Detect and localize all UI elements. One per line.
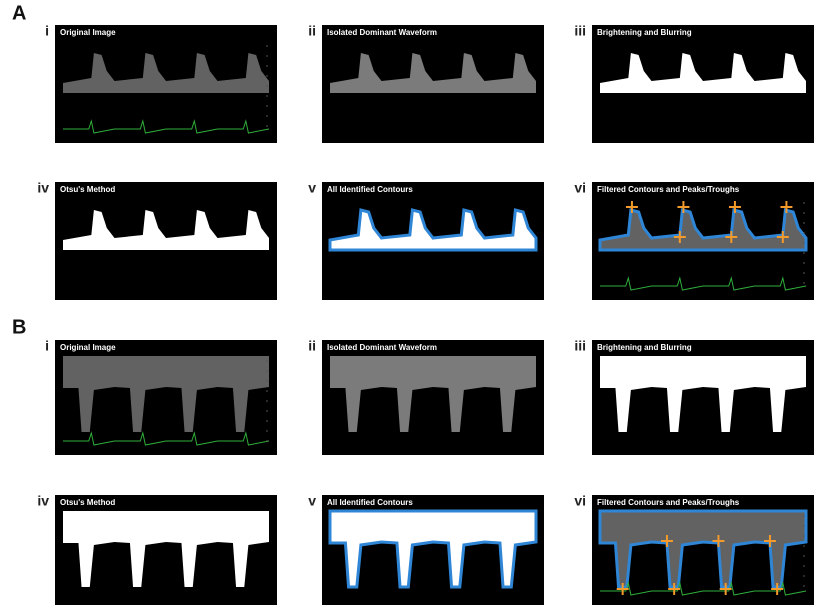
panel-numeral: ii bbox=[308, 23, 316, 39]
panel: Original Image i bbox=[45, 23, 277, 143]
panel-numeral: iii bbox=[574, 338, 586, 354]
panel-numeral: vi bbox=[574, 180, 586, 196]
section-label: A bbox=[12, 2, 26, 24]
panel: All Identified Contours v bbox=[308, 180, 544, 300]
panel-numeral: iv bbox=[37, 180, 49, 196]
panel-numeral: v bbox=[308, 493, 316, 509]
panel: Otsu's Method iv bbox=[37, 493, 277, 605]
section-label: B bbox=[12, 316, 26, 338]
panel-caption: Otsu's Method bbox=[60, 498, 115, 507]
panel-numeral: iii bbox=[574, 23, 586, 39]
panel-caption: Filtered Contours and Peaks/Troughs bbox=[597, 185, 740, 194]
panel-numeral: ii bbox=[308, 338, 316, 354]
panel-numeral: i bbox=[45, 23, 49, 39]
panel-caption: All Identified Contours bbox=[327, 185, 413, 194]
panel-caption: All Identified Contours bbox=[327, 498, 413, 507]
panel: Original Image i bbox=[45, 338, 277, 455]
panel-caption: Original Image bbox=[60, 28, 116, 37]
figure: A Original Image i Isolated Dominant Wavefo… bbox=[0, 0, 820, 610]
panel-caption: Filtered Contours and Peaks/Troughs bbox=[597, 498, 740, 507]
panel-caption: Isolated Dominant Waveform bbox=[327, 28, 437, 37]
panel-numeral: vi bbox=[574, 493, 586, 509]
panel: Brightening and Blurring iii bbox=[574, 23, 814, 143]
panel-numeral: i bbox=[45, 338, 49, 354]
panel-numeral: v bbox=[308, 180, 316, 196]
panel: Isolated Dominant Waveform ii bbox=[308, 338, 544, 455]
panel-caption: Otsu's Method bbox=[60, 185, 115, 194]
panel-caption: Brightening and Blurring bbox=[597, 343, 692, 352]
panel: Otsu's Method iv bbox=[37, 180, 277, 300]
panel: All Identified Contours v bbox=[308, 493, 544, 605]
panel: Brightening and Blurring iii bbox=[574, 338, 814, 455]
panel: Filtered Contours and Peaks/Troughs vi bbox=[574, 180, 814, 300]
panel: Isolated Dominant Waveform ii bbox=[308, 23, 544, 143]
panel: Filtered Contours and Peaks/Troughs vi bbox=[574, 493, 814, 605]
panel-caption: Isolated Dominant Waveform bbox=[327, 343, 437, 352]
panel-caption: Brightening and Blurring bbox=[597, 28, 692, 37]
panel-caption: Original Image bbox=[60, 343, 116, 352]
panel-numeral: iv bbox=[37, 493, 49, 509]
